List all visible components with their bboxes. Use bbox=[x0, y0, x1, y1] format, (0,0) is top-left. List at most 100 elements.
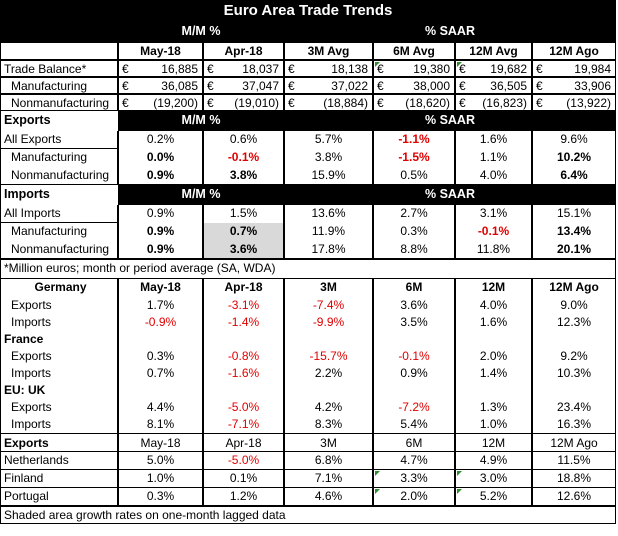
empty-cell bbox=[373, 331, 455, 348]
country-block: Germany May-18 Apr-18 3M 6M 12M 12M Ago Exports… bbox=[0, 279, 616, 433]
header-blank bbox=[0, 22, 118, 42]
row-label: Manufacturing bbox=[0, 149, 118, 167]
value-cell: 15.9% bbox=[284, 167, 373, 184]
empty-cell bbox=[203, 382, 284, 399]
country-head-row: Germany May-18 Apr-18 3M 6M 12M 12M Ago bbox=[0, 279, 616, 297]
value-cell: 3.6% bbox=[373, 297, 455, 314]
empty-cell bbox=[532, 331, 616, 348]
row-label: Manufacturing bbox=[0, 77, 118, 94]
value-cell: 6.8% bbox=[284, 452, 373, 469]
value-cell: 18.8% bbox=[532, 470, 616, 487]
currency-cell: €33,906 bbox=[532, 77, 616, 94]
col-head: 3M Avg bbox=[284, 42, 373, 60]
row-label: Portugal bbox=[0, 488, 118, 505]
data-row: Nonmanufacturing 0.9% 3.8% 15.9% 0.5% 4.0% 6.4… bbox=[0, 167, 616, 185]
currency-cell: €37,047 bbox=[203, 77, 284, 94]
value-cell: 0.3% bbox=[118, 488, 203, 505]
value-cell: -5.0% bbox=[203, 452, 284, 469]
exports-country-head-row: Exports May-18 Apr-18 3M 6M 12M 12M Ago bbox=[0, 433, 616, 452]
imports-block: All Imports 0.9% 1.5% 13.6% 2.7% 3.1% 15.1% Man… bbox=[0, 205, 616, 259]
amount: 38,000 bbox=[413, 79, 450, 93]
value-cell: 5.7% bbox=[284, 131, 373, 149]
footnote-units: *Million euros; month or period average … bbox=[0, 259, 616, 279]
currency-cell: €37,022 bbox=[284, 77, 373, 94]
euro-symbol: € bbox=[207, 62, 214, 76]
value-cell: 4.0% bbox=[455, 297, 532, 314]
euro-symbol: € bbox=[288, 96, 295, 110]
row-label: Imports bbox=[0, 416, 118, 433]
value-cell: 4.9% bbox=[455, 452, 532, 469]
value-cell: 2.0% bbox=[455, 348, 532, 365]
col-head-blank bbox=[0, 42, 118, 60]
section-saar: % SAAR bbox=[284, 185, 616, 205]
currency-cell: € (16,823) bbox=[455, 94, 532, 111]
value-cell: -0.8% bbox=[203, 348, 284, 365]
currency-cell: €36,505 bbox=[455, 77, 532, 94]
value-cell: -1.4% bbox=[203, 314, 284, 331]
currency-cell: €16,885 bbox=[118, 60, 203, 77]
flag-marker bbox=[457, 62, 462, 67]
value-cell: 11.8% bbox=[455, 241, 532, 258]
value-cell: 10.3% bbox=[532, 365, 616, 382]
flag-marker bbox=[375, 62, 380, 67]
empty-cell bbox=[284, 382, 373, 399]
row-label: Imports bbox=[0, 314, 118, 331]
value-cell: 0.3% bbox=[373, 223, 455, 241]
value-cell: 0.0% bbox=[118, 149, 203, 167]
value-cell: 7.1% bbox=[284, 470, 373, 487]
euro-symbol: € bbox=[459, 79, 466, 93]
currency-cell: € (18,620) bbox=[373, 94, 455, 111]
value-cell: 1.4% bbox=[455, 365, 532, 382]
value-cell: 1.6% bbox=[455, 131, 532, 149]
value-cell: 4.6% bbox=[284, 488, 373, 505]
row-label: Netherlands bbox=[0, 452, 118, 469]
exports-block: All Exports 0.2% 0.6% 5.7% -1.1% 1.6% 9.6% Manu… bbox=[0, 131, 616, 185]
col-head: 6M bbox=[373, 434, 455, 451]
row-label: Manufacturing bbox=[0, 223, 118, 241]
currency-cell: €19,984 bbox=[532, 60, 616, 77]
data-row: Exports 4.4% -5.0% 4.2% -7.2% 1.3% 23.4% bbox=[0, 399, 616, 416]
value-cell: 1.3% bbox=[455, 399, 532, 416]
amount: 18,138 bbox=[331, 62, 368, 76]
section-label: Imports bbox=[0, 185, 118, 205]
imports-section-header: Imports M/M % % SAAR bbox=[0, 185, 616, 205]
amount: (19,010) bbox=[234, 96, 279, 110]
flag-marker bbox=[457, 471, 462, 476]
euro-symbol: € bbox=[536, 62, 543, 76]
value-cell: 0.9% bbox=[118, 167, 203, 184]
col-head: 12M bbox=[455, 434, 532, 451]
footnote-shaded: Shaded area growth rates on one-month la… bbox=[0, 506, 616, 524]
amount: 36,085 bbox=[161, 79, 198, 93]
value-cell: 6.4% bbox=[532, 167, 616, 184]
euro-symbol: € bbox=[536, 79, 543, 93]
data-row: Finland 1.0% 0.1% 7.1% 3.3% 3.0% 18.8% bbox=[0, 470, 616, 488]
value-cell: 11.5% bbox=[532, 452, 616, 469]
empty-cell bbox=[118, 382, 203, 399]
value-cell: 8.1% bbox=[118, 416, 203, 433]
col-head: Apr-18 bbox=[203, 42, 284, 60]
data-row: All Exports 0.2% 0.6% 5.7% -1.1% 1.6% 9.6% bbox=[0, 131, 616, 149]
value-cell: -7.1% bbox=[203, 416, 284, 433]
col-head: 12M Ago bbox=[532, 279, 616, 297]
value-cell: 3.0% bbox=[455, 470, 532, 487]
col-head: 3M bbox=[284, 434, 373, 451]
section-mm: M/M % bbox=[118, 185, 284, 205]
amount: (19,200) bbox=[153, 96, 198, 110]
currency-cell: €38,000 bbox=[373, 77, 455, 94]
exports-section-header: Exports M/M % % SAAR bbox=[0, 111, 616, 131]
data-row: All Imports 0.9% 1.5% 13.6% 2.7% 3.1% 15.1% bbox=[0, 205, 616, 223]
value-cell: 23.4% bbox=[532, 399, 616, 416]
currency-cell: €19,380 bbox=[373, 60, 455, 77]
data-row: Exports 1.7% -3.1% -7.4% 3.6% 4.0% 9.0% bbox=[0, 297, 616, 314]
value-cell: -7.4% bbox=[284, 297, 373, 314]
currency-cell: €18,037 bbox=[203, 60, 284, 77]
data-row: Portugal 0.3% 1.2% 4.6% 2.0% 5.2% 12.6% bbox=[0, 488, 616, 506]
currency-cell: € (19,200) bbox=[118, 94, 203, 111]
amount: 19,984 bbox=[574, 62, 611, 76]
value-cell: 4.4% bbox=[118, 399, 203, 416]
header-saar: % SAAR bbox=[284, 22, 616, 42]
value-cell: -7.2% bbox=[373, 399, 455, 416]
value-cell: 11.9% bbox=[284, 223, 373, 241]
data-row: Manufacturing 0.9% 0.7% 11.9% 0.3% -0.1% 13.4% bbox=[0, 223, 616, 241]
value-cell: 1.5% bbox=[203, 205, 284, 223]
